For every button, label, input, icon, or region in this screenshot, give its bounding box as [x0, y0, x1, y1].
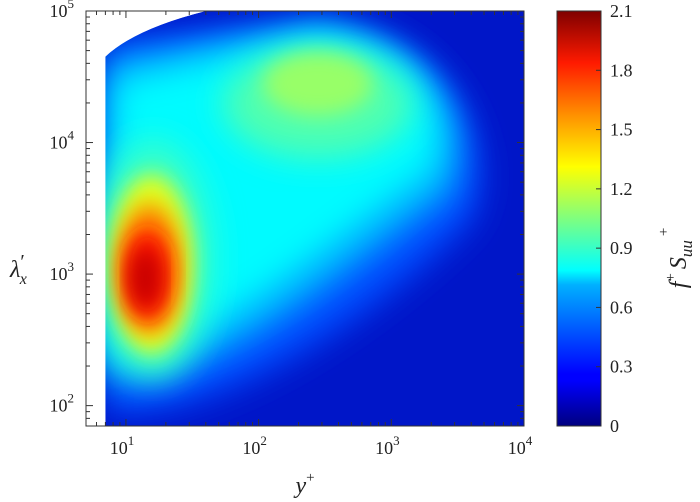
y-tick-label: 103 [50, 259, 75, 284]
colorbar-ticks: 0 0.3 0.6 0.9 1.2 1.5 1.8 2.1 [596, 1, 633, 436]
colorbar-tick-label: 0.6 [610, 297, 633, 317]
y-axis-label: λ′ x [9, 251, 27, 288]
y-axis-label-main: λ [9, 257, 20, 283]
colorbar-tick-label: 0.9 [610, 238, 633, 258]
heatmap [86, 11, 524, 426]
x-axis-label: y+ [293, 470, 314, 499]
x-axis: 101 102 103 104 [85, 11, 533, 458]
colorbar-gradient [556, 10, 602, 427]
colorbar-tick-label: 1.5 [610, 120, 633, 140]
x-tick-label: 101 [110, 433, 134, 458]
colorbar-label-s: S [666, 257, 692, 269]
colorbar-label-s-sub: uu [677, 240, 696, 257]
x-axis-label-main: y [293, 473, 306, 499]
colorbar-tick-label: 1.2 [610, 179, 633, 199]
colorbar-label-f: f [666, 278, 692, 288]
y-axis-label-sub: x [19, 271, 27, 288]
heatmap-level-9 [129, 248, 162, 309]
colorbar-label-s-sup: + [656, 228, 672, 236]
heatmap-field [86, 11, 481, 426]
x-axis-label-sup: + [306, 470, 314, 486]
y-axis: 102 103 104 105 [50, 0, 524, 427]
x-tick-label: 103 [375, 433, 400, 458]
empty-corner [86, 11, 206, 57]
colorbar-tick-label: 0 [610, 416, 619, 436]
x-tick-label: 102 [242, 433, 267, 458]
colorbar-tick-label: 1.8 [610, 60, 633, 80]
y-tick-label: 102 [50, 391, 75, 416]
colorbar: 00.30.60.91.21.51.82.1 f+Suu+ [556, 1, 696, 436]
colorbar-tick-label: 2.1 [610, 1, 633, 21]
y-tick-label: 104 [50, 128, 75, 153]
plot-frame [85, 10, 525, 427]
plot-area: 101 102 103 104 102 103 104 105 [50, 0, 533, 458]
heatmap-level-4 [262, 51, 373, 116]
colorbar-label-f-sup: + [663, 273, 679, 281]
empty-region [86, 11, 106, 426]
x-tick-label: 104 [508, 433, 533, 458]
y-axis-label-prime: ′ [20, 251, 24, 273]
y-tick-label: 105 [50, 0, 75, 21]
colorbar-label: f+Suu+ [656, 228, 696, 289]
colorbar-tick-label: 0.3 [610, 357, 633, 377]
